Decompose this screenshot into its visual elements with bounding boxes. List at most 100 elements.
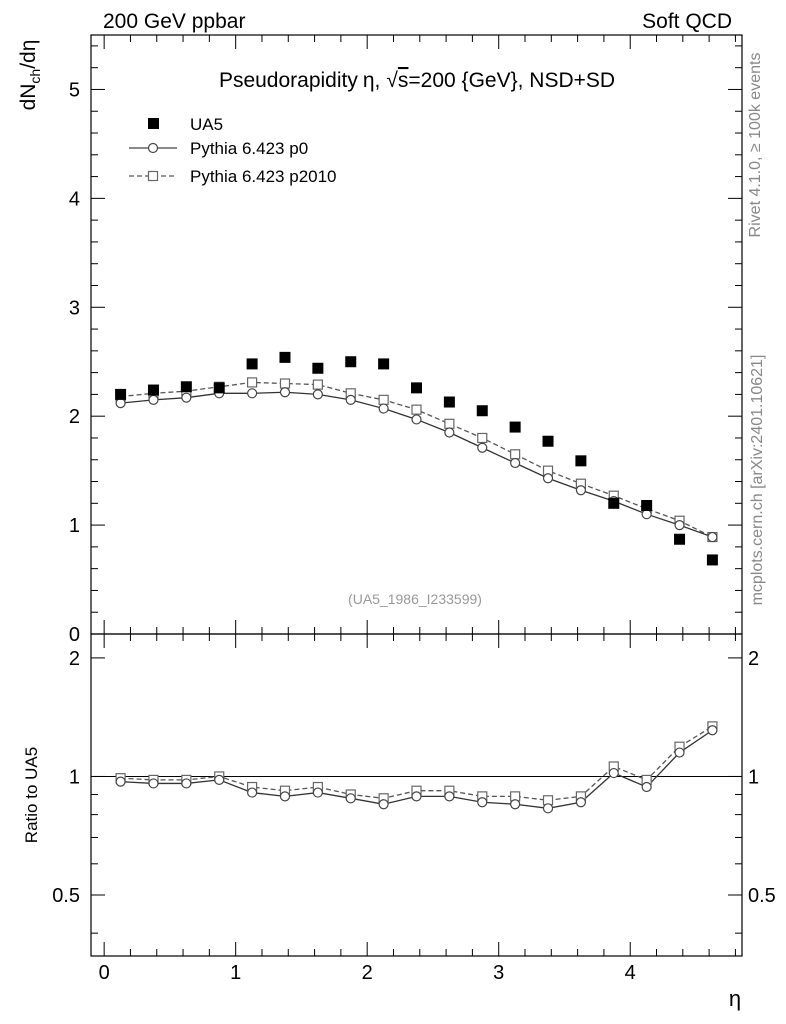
rivet-side-label: Rivet 4.1.0, ≥ 100k events bbox=[747, 53, 764, 238]
ua5-point bbox=[345, 356, 357, 368]
ratio-p0-point bbox=[707, 725, 718, 736]
ratio-p0-point bbox=[575, 797, 586, 808]
ratio-tick-label-left: 0.5 bbox=[52, 885, 80, 907]
ylabel-deta: /dη bbox=[17, 40, 40, 69]
ratio-p0-point bbox=[181, 778, 192, 789]
ua5-point bbox=[476, 405, 488, 417]
x-tick-label: 3 bbox=[493, 962, 504, 984]
p0-point bbox=[279, 387, 291, 398]
ua5-point bbox=[575, 455, 587, 467]
header-right: Soft QCD bbox=[642, 10, 732, 33]
ratio-tick-label-left: 2 bbox=[69, 648, 80, 670]
ua5-point bbox=[542, 435, 554, 447]
ylabel-dn: dN bbox=[17, 84, 40, 111]
ratio-p0-point bbox=[214, 774, 225, 786]
x-axis-label: η bbox=[729, 986, 741, 1011]
title-eta: η bbox=[363, 69, 375, 92]
header-left: 200 GeV ppbar bbox=[103, 10, 245, 33]
ua5-point bbox=[213, 382, 225, 394]
legend: UA5 Pythia 6.423 p0 Pythia 6.423 p2010 bbox=[129, 115, 337, 186]
x-tick-label: 1 bbox=[230, 962, 241, 984]
ratio-p0-point bbox=[444, 791, 455, 802]
y-tick-label: 2 bbox=[69, 406, 80, 428]
ua5-point bbox=[246, 358, 258, 370]
ua5-point bbox=[115, 388, 127, 400]
ua5-point bbox=[180, 381, 192, 393]
mcplots-side-label: mcplots.cern.ch [arXiv:2401.10621] bbox=[749, 355, 766, 606]
x-tick-labels: 0 1 2 3 4 bbox=[99, 962, 636, 984]
ratio-p0-point bbox=[115, 776, 126, 787]
y-tick-labels: 0 1 2 3 4 5 0.5 0.5 1 1 2 2 bbox=[52, 79, 776, 907]
axis-ticks bbox=[91, 35, 742, 956]
legend-p2010-label: Pythia 6.423 p2010 bbox=[190, 167, 337, 186]
legend-p0-label: Pythia 6.423 p0 bbox=[190, 139, 308, 158]
y-tick-label: 0 bbox=[69, 624, 80, 646]
p2010-point bbox=[279, 378, 291, 389]
p2010-point bbox=[510, 449, 521, 460]
p0-point bbox=[575, 485, 586, 496]
y-axis-label: dNch/dη bbox=[17, 40, 43, 111]
legend-p2010-marker bbox=[147, 170, 159, 182]
title-comma: , bbox=[375, 69, 381, 92]
title-energy: =200 {GeV}, NSD+SD bbox=[408, 69, 615, 92]
ratio-p0-point bbox=[674, 747, 685, 758]
x-tick-label: 4 bbox=[625, 962, 636, 984]
title-sqrt-sign: √ bbox=[386, 69, 398, 92]
main-plot-frame bbox=[90, 34, 743, 635]
ratio-p0-point bbox=[247, 787, 258, 798]
analysis-id-watermark: (UA5_1986_I233599) bbox=[348, 591, 482, 607]
p0-point bbox=[345, 394, 356, 405]
p2010-point bbox=[378, 394, 389, 405]
p2010-point bbox=[444, 418, 455, 429]
ua5-point bbox=[312, 362, 324, 374]
p0-point bbox=[148, 394, 159, 405]
ratio-p0-point bbox=[608, 767, 619, 779]
ratio-tick-label-right: 0.5 bbox=[748, 885, 776, 907]
ylabel-sub: ch bbox=[27, 69, 43, 84]
x-tick-label: 0 bbox=[99, 962, 110, 984]
ua5-point bbox=[608, 497, 620, 509]
ua5-point bbox=[378, 358, 390, 370]
ratio-tick-label-right: 2 bbox=[748, 648, 759, 670]
p2010-point bbox=[312, 379, 323, 390]
p0-point bbox=[378, 403, 389, 414]
ratio-p0-point bbox=[477, 797, 488, 808]
ua5-point bbox=[674, 533, 686, 545]
p0-point bbox=[477, 442, 488, 453]
ratio-p0-point bbox=[510, 799, 521, 810]
ratio-p0-point bbox=[148, 778, 159, 789]
p0-point bbox=[181, 392, 192, 403]
ua5-point bbox=[706, 554, 718, 566]
series-layer bbox=[115, 351, 718, 814]
ratio-p0-point bbox=[411, 791, 422, 802]
p0-point bbox=[312, 389, 323, 400]
p0-point bbox=[542, 473, 554, 484]
ua5-point bbox=[279, 351, 291, 363]
p0-point bbox=[641, 509, 652, 520]
title-text-1: Pseudorapidity bbox=[219, 69, 358, 92]
p0-point bbox=[707, 531, 718, 543]
ratio-tick-label-left: 1 bbox=[69, 766, 80, 788]
ratio-p0-point bbox=[542, 803, 554, 814]
y-tick-label: 4 bbox=[69, 188, 80, 210]
y-tick-label: 3 bbox=[69, 297, 80, 319]
ratio-p0-point bbox=[378, 799, 389, 810]
ratio-tick-label-right: 1 bbox=[748, 766, 759, 788]
p0-point bbox=[674, 519, 685, 531]
legend-ua5-label: UA5 bbox=[190, 115, 223, 134]
p0-point bbox=[444, 427, 455, 438]
ua5-point bbox=[411, 382, 422, 394]
p2010-point bbox=[247, 377, 258, 388]
y-tick-label: 5 bbox=[69, 79, 80, 101]
legend-p0-marker bbox=[147, 142, 159, 154]
p2010-point bbox=[477, 432, 488, 444]
p0-point bbox=[115, 398, 126, 409]
ua5-point bbox=[641, 499, 653, 511]
p0-point bbox=[510, 457, 521, 469]
p0-point bbox=[411, 414, 422, 425]
ua5-point bbox=[443, 396, 455, 408]
ratio-y-axis-label: Ratio to UA5 bbox=[22, 747, 41, 843]
ratio-p0-point bbox=[312, 787, 323, 798]
p2010-point bbox=[411, 404, 422, 415]
